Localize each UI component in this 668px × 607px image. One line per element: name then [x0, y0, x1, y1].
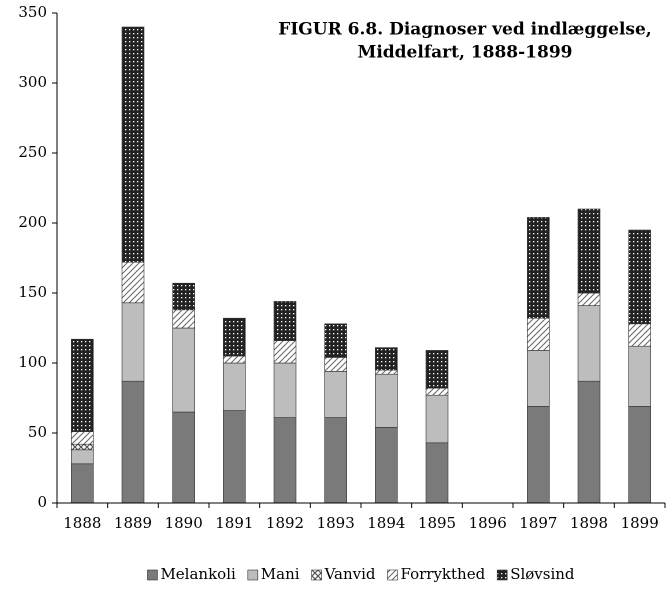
legend-swatch	[311, 569, 322, 581]
bar-segment	[527, 217, 550, 319]
bar-segment	[71, 338, 94, 432]
bar-segment	[223, 317, 246, 357]
bar-segment	[375, 347, 398, 371]
bar-segment	[71, 463, 94, 504]
bar-segment	[71, 431, 94, 445]
bar-segment	[121, 261, 145, 304]
bar-segment	[223, 362, 246, 411]
bar-segment	[172, 327, 195, 413]
bar-segment	[628, 323, 651, 347]
x-tick-label: 1891	[215, 514, 253, 532]
y-tick-label: 300	[18, 73, 47, 91]
legend-label: Mani	[261, 565, 300, 583]
bar-segment	[273, 340, 297, 364]
bar-segment	[425, 387, 449, 396]
chart-title: FIGUR 6.8. Diagnoser ved indlæggelse,	[278, 20, 651, 40]
bar-segment	[628, 345, 651, 407]
x-tick-label: 1888	[63, 514, 101, 532]
bar-segment	[273, 417, 297, 504]
bar-segment	[628, 406, 651, 504]
bar-segment	[577, 305, 601, 382]
bar-segment	[172, 309, 195, 329]
chart-title: Middelfart, 1888-1899	[358, 43, 573, 63]
bar-segment	[577, 208, 601, 294]
y-tick-label: 100	[18, 353, 47, 371]
bar-segment	[425, 394, 449, 444]
bar-segment	[223, 410, 246, 504]
x-tick-label: 1896	[469, 514, 507, 532]
y-tick-label: 250	[18, 143, 47, 161]
legend-swatch	[496, 569, 508, 581]
bar-segment	[324, 371, 347, 418]
bar-segment	[71, 443, 94, 451]
x-tick-label: 1893	[317, 514, 355, 532]
bar-segment	[577, 380, 601, 504]
bar-segment	[121, 380, 145, 504]
y-tick-label: 150	[18, 283, 47, 301]
legend-swatch	[147, 569, 158, 581]
bar-segment	[527, 406, 550, 504]
x-tick-label: 1890	[165, 514, 203, 532]
bar-segment	[527, 317, 550, 351]
x-tick-label: 1895	[418, 514, 456, 532]
bar-segment	[425, 350, 449, 389]
x-tick-label: 1899	[621, 514, 659, 532]
y-tick-label: 200	[18, 213, 47, 231]
bar-segment	[172, 411, 195, 504]
bar-segment	[223, 355, 246, 364]
bar-segment	[375, 427, 398, 504]
legend-label: Forrykthed	[401, 565, 486, 583]
legend-label: Melankoli	[160, 565, 236, 583]
legend-label: Sløvsind	[510, 565, 575, 583]
legend-swatch	[247, 569, 259, 581]
bar-segment	[121, 302, 145, 382]
bar-segment	[273, 301, 297, 341]
bar-segment	[628, 229, 651, 325]
bar-segment	[375, 373, 398, 428]
bar-segment	[71, 449, 94, 465]
bar-segment	[324, 417, 347, 504]
bar-segment	[425, 442, 449, 504]
bar-segment	[273, 362, 297, 418]
y-tick-label: 50	[28, 423, 47, 441]
x-tick-label: 1898	[570, 514, 608, 532]
bar-segment	[324, 357, 347, 372]
y-tick-label: 0	[37, 493, 47, 511]
legend-label: Vanvid	[324, 565, 376, 583]
bar-segment	[172, 282, 195, 311]
y-tick-label: 350	[18, 3, 47, 21]
x-tick-label: 1892	[266, 514, 304, 532]
bar-segment	[324, 323, 347, 358]
bar-segment	[577, 292, 601, 306]
legend-swatch	[387, 569, 398, 581]
bar-segment	[375, 369, 398, 375]
bar-segment	[527, 350, 550, 407]
bar-segment	[121, 26, 145, 263]
x-tick-label: 1894	[367, 514, 405, 532]
x-tick-label: 1897	[519, 514, 557, 532]
x-tick-label: 1889	[114, 514, 152, 532]
